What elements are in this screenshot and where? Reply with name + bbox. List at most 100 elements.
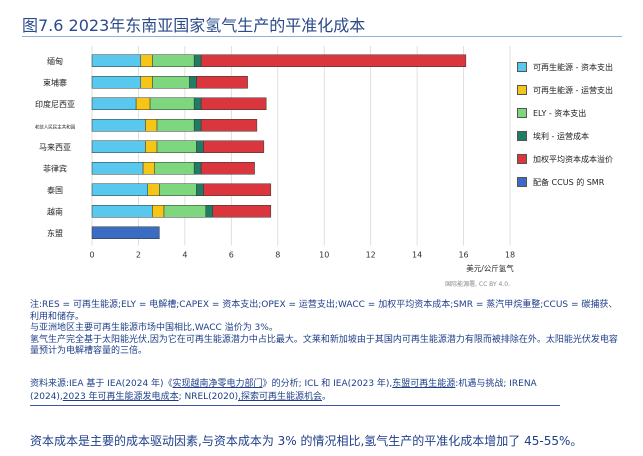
bar-segment xyxy=(91,97,137,110)
x-tick-label: 18 xyxy=(505,251,515,260)
bar-segment xyxy=(91,76,142,89)
legend-swatch xyxy=(517,131,527,141)
bar-segment xyxy=(156,140,197,153)
legend-item: 可再生能源 - 运营支出 xyxy=(517,85,641,95)
bar-segment xyxy=(189,76,197,89)
category-label: 菲律宾 xyxy=(43,163,67,173)
references-underline xyxy=(30,405,560,406)
bar-segment xyxy=(196,140,204,153)
legend-swatch xyxy=(517,154,527,164)
legend-label: 可再生能源 - 运营支出 xyxy=(533,85,613,95)
bar-segment xyxy=(91,183,148,196)
note-line: 注:RES = 可再生能源;ELY = 电解槽;CAPEX = 资本支出;OPE… xyxy=(30,300,618,322)
bar-segment xyxy=(193,97,202,110)
legend-swatch xyxy=(517,85,527,95)
category-label: 泰国 xyxy=(47,185,63,195)
category-label: 马来西亚 xyxy=(39,143,71,152)
x-tick-label: 10 xyxy=(319,251,329,260)
category-label: 印度尼西亚 xyxy=(35,99,75,109)
x-tick-label: 8 xyxy=(275,251,280,260)
bar-segment xyxy=(140,76,153,89)
legend-item: 配备 CCUS 的 SMR xyxy=(517,177,641,187)
ref-link-vietnam[interactable]: 实现越南净零电力部门 xyxy=(172,379,263,389)
legend-item: 埃利 - 运营成本 xyxy=(517,131,641,141)
bar-segment xyxy=(200,119,258,132)
legend-item: 加权平均资本成本溢价 xyxy=(517,154,641,164)
x-tick-label: 12 xyxy=(366,251,376,260)
category-label: 东盟 xyxy=(47,228,63,238)
bar-segment xyxy=(156,119,195,132)
bar-segment xyxy=(145,140,158,153)
bar-segment xyxy=(203,183,272,196)
category-label: 老挝人民民主共和国 xyxy=(35,123,76,130)
x-tick-label: 4 xyxy=(182,251,187,260)
bar-segment xyxy=(140,54,153,67)
bar-segment xyxy=(91,119,146,132)
bar-segment xyxy=(205,205,214,218)
summary-text: 资本成本是主要的成本驱动因素,与资本成本为 3% 的情况相比,氢气生产的平准化成… xyxy=(30,434,583,448)
ref-link-nrel[interactable]: ,探索可再生能源机会 xyxy=(238,392,322,402)
bar-segment xyxy=(145,119,158,132)
title-divider xyxy=(22,36,622,37)
ref-text: 》的分析; ICL 和 IEA(2023 年), xyxy=(262,379,393,389)
bar-segment xyxy=(152,76,190,89)
bar-segment xyxy=(200,97,267,110)
bar-segment xyxy=(193,162,202,175)
category-label: 缅甸 xyxy=(47,56,63,66)
bar-segment xyxy=(147,183,160,196)
ref-link-irena[interactable]: 2023 年可再生能源发电成本 xyxy=(62,392,179,402)
bar-segment xyxy=(149,97,195,110)
note-line: 氢气生产完全基于太阳能光伏,因为它在可再生能源潜力中占比最大。文莱和新加坡由于其… xyxy=(30,334,618,357)
bar-segment xyxy=(91,140,146,153)
source-credit: 国际能源署, CC BY 4.0. xyxy=(445,280,510,288)
chart-legend: 可再生能源 - 资本支出 可再生能源 - 运营支出 ELY - 资本支出 埃利 - 运… xyxy=(517,62,641,200)
legend-swatch xyxy=(517,108,527,118)
bar-segment xyxy=(91,226,160,239)
ref-text: 。 xyxy=(321,392,331,402)
x-tick-label: 6 xyxy=(229,251,234,260)
bar-segment xyxy=(193,119,202,132)
notes-block: 注:RES = 可再生能源;ELY = 电解槽;CAPEX = 资本支出;OPE… xyxy=(30,300,620,358)
bar-segment xyxy=(91,205,153,218)
ref-text: :机遇与挑战; IRENA xyxy=(455,379,537,389)
legend-item: 可再生能源 - 资本支出 xyxy=(517,62,641,72)
category-label: 柬埔寨 xyxy=(43,77,67,87)
bar-segment xyxy=(203,140,265,153)
legend-label: ELY - 资本支出 xyxy=(533,108,587,118)
bar-segment xyxy=(91,54,142,67)
bar-segment xyxy=(159,183,197,196)
bar-segment xyxy=(152,205,165,218)
bar-segment xyxy=(135,97,151,110)
category-label: 越南 xyxy=(47,206,63,216)
bar-segment xyxy=(212,205,272,218)
legend-swatch xyxy=(517,177,527,187)
legend-label: 埃利 - 运营成本 xyxy=(533,131,589,141)
ref-text: ; NREL(2020) xyxy=(178,392,239,402)
bar-segment xyxy=(163,205,207,218)
chart-bars xyxy=(91,54,467,239)
x-axis-label: 美元/公斤氢气 xyxy=(466,263,514,273)
references: 资料来源:IEA 基于 IEA(2024 年)《实现越南净零电力部门》的分析; … xyxy=(30,378,620,404)
bar-segment xyxy=(200,162,255,175)
x-tick-labels: 0 2 4 6 8 10 12 14 16 18 xyxy=(89,251,515,260)
ref-text: 资料来源:IEA 基于 IEA(2024 年)《 xyxy=(30,379,173,389)
x-tick-label: 0 xyxy=(89,251,94,260)
legend-label: 加权平均资本成本溢价 xyxy=(533,154,613,164)
bar-segment xyxy=(193,54,202,67)
bar-segment xyxy=(91,162,144,175)
ref-link-asean[interactable]: 东盟可再生能源 xyxy=(392,379,456,389)
legend-swatch xyxy=(517,62,527,72)
legend-label: 可再生能源 - 资本支出 xyxy=(533,62,613,72)
note-line: 与亚洲地区主要可再生能源市场中国相比,WACC 溢价为 3%。 xyxy=(30,323,278,333)
x-tick-label: 2 xyxy=(136,251,141,260)
bar-segment xyxy=(154,162,195,175)
x-tick-label: 16 xyxy=(458,251,468,260)
bar-segment xyxy=(142,162,155,175)
x-tick-label: 14 xyxy=(412,251,422,260)
legend-item: ELY - 资本支出 xyxy=(517,108,641,118)
ref-text: (2024), xyxy=(30,392,63,402)
bar-segment xyxy=(200,54,467,67)
legend-label: 配备 CCUS 的 SMR xyxy=(533,177,605,187)
